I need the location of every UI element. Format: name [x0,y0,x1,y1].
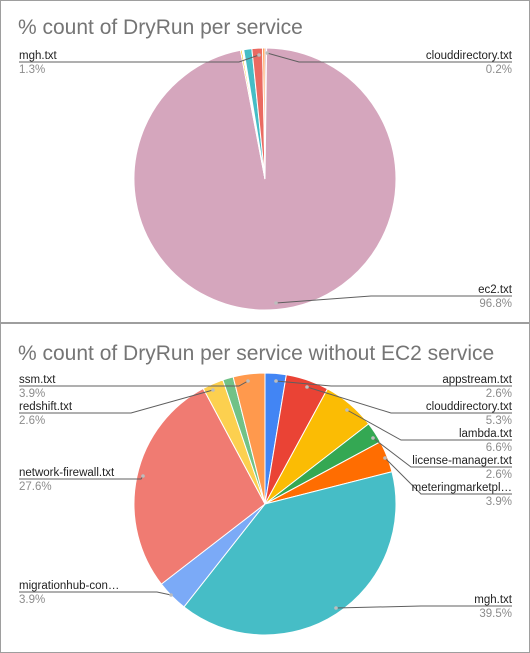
slice-label-appstream: appstream.txt 2.6% [274,374,513,400]
slice-percent: 5.3% [486,415,512,427]
pie-slice-network-firewall[interactable] [133,387,266,585]
pie-chart-1: % count of DryRun per service mgh.txt 1.3… [18,16,513,311]
slice-name: mgh.txt [19,50,58,62]
leader-dot [265,51,269,55]
slice-label-migrationhub-con: migrationhub-con… 3.9% [19,580,173,606]
pie-slice-mgh[interactable] [183,471,397,636]
slice-percent: 3.9% [19,594,45,606]
slice-label-redshift: redshift.txt 2.6% [19,388,215,427]
leader-line [335,605,512,609]
slice-percent: 96.8% [479,298,512,310]
slice-label-clouddirectory: clouddirectory.txt 0.2% [265,50,513,76]
leader-line [275,380,512,387]
leader-line [19,54,260,63]
slice-percent: 39.5% [479,608,512,620]
pie-chart-2: % count of DryRun per service without EC… [18,342,513,636]
slice-label-lambda: lambda.txt 6.6% [345,408,513,454]
pie-slice-ssm[interactable] [232,372,266,505]
slice-name: ssm.txt [19,374,56,386]
slice-percent: 6.6% [486,442,512,454]
leader-line [19,591,172,596]
slice-name: clouddirectory.txt [426,50,513,62]
leader-dot [257,53,261,57]
slice-name: meteringmarketpl… [412,482,512,494]
leader-dot [334,606,338,610]
slice-percent: 1.3% [19,64,45,76]
slice-percent: 27.6% [19,481,52,493]
leader-dot [246,379,250,383]
leader-dot [274,301,278,305]
slice-label-mgh: mgh.txt 39.5% [334,594,513,620]
leader-line [275,295,512,304]
slice-percent: 3.9% [19,388,45,400]
slice-name: mgh.txt [474,594,513,606]
leader-dot [274,379,278,383]
slice-percent: 3.9% [486,496,512,508]
slice-label-ec2: ec2.txt 96.8% [274,284,513,310]
slice-label-clouddirectory: clouddirectory.txt 5.3% [305,385,513,427]
chart-title: % count of DryRun per service without EC… [18,342,494,365]
slice-name: lambda.txt [459,428,513,440]
leader-dot [383,456,387,460]
leader-line [384,457,512,495]
leader-line [346,409,512,441]
slice-percent: 2.6% [19,415,45,427]
slice-label-ssm: ssm.txt 3.9% [19,374,250,400]
leader-dot [169,593,173,597]
slice-name: migrationhub-con… [19,580,119,592]
leader-dot [305,385,309,389]
leader-dot [141,474,145,478]
slice-name: network-firewall.txt [19,467,115,479]
slice-percent: 0.2% [486,64,512,76]
pie-slice-ssm[interactable] [262,47,266,180]
chart-title: % count of DryRun per service [18,16,303,39]
slice-name: redshift.txt [19,401,73,413]
slice-label-network-firewall: network-firewall.txt 27.6% [19,467,145,493]
slice-name: appstream.txt [442,374,512,386]
slice-name: ec2.txt [478,284,513,296]
slice-percent: 2.6% [486,388,512,400]
slice-label-meteringmarketpl: meteringmarketpl… 3.9% [383,456,512,508]
slice-name: license-manager.txt [412,455,513,467]
slice-label-license-manager: license-manager.txt 2.6% [371,436,513,481]
chart-panel-dryrun-without-ec2: % count of DryRun per service without EC… [0,323,530,653]
leader-line [19,389,214,414]
slice-label-mgh: mgh.txt 1.3% [19,50,261,76]
leader-dot [345,408,349,412]
leader-line [306,386,512,414]
leader-dot [371,436,375,440]
leader-line [372,437,512,468]
slice-percent: 2.6% [486,469,512,481]
leader-line [19,380,249,387]
chart-panel-dryrun-per-service: % count of DryRun per service mgh.txt 1.3… [0,0,530,323]
slice-name: clouddirectory.txt [426,401,513,413]
leader-line [266,52,512,63]
leader-dot [211,388,215,392]
